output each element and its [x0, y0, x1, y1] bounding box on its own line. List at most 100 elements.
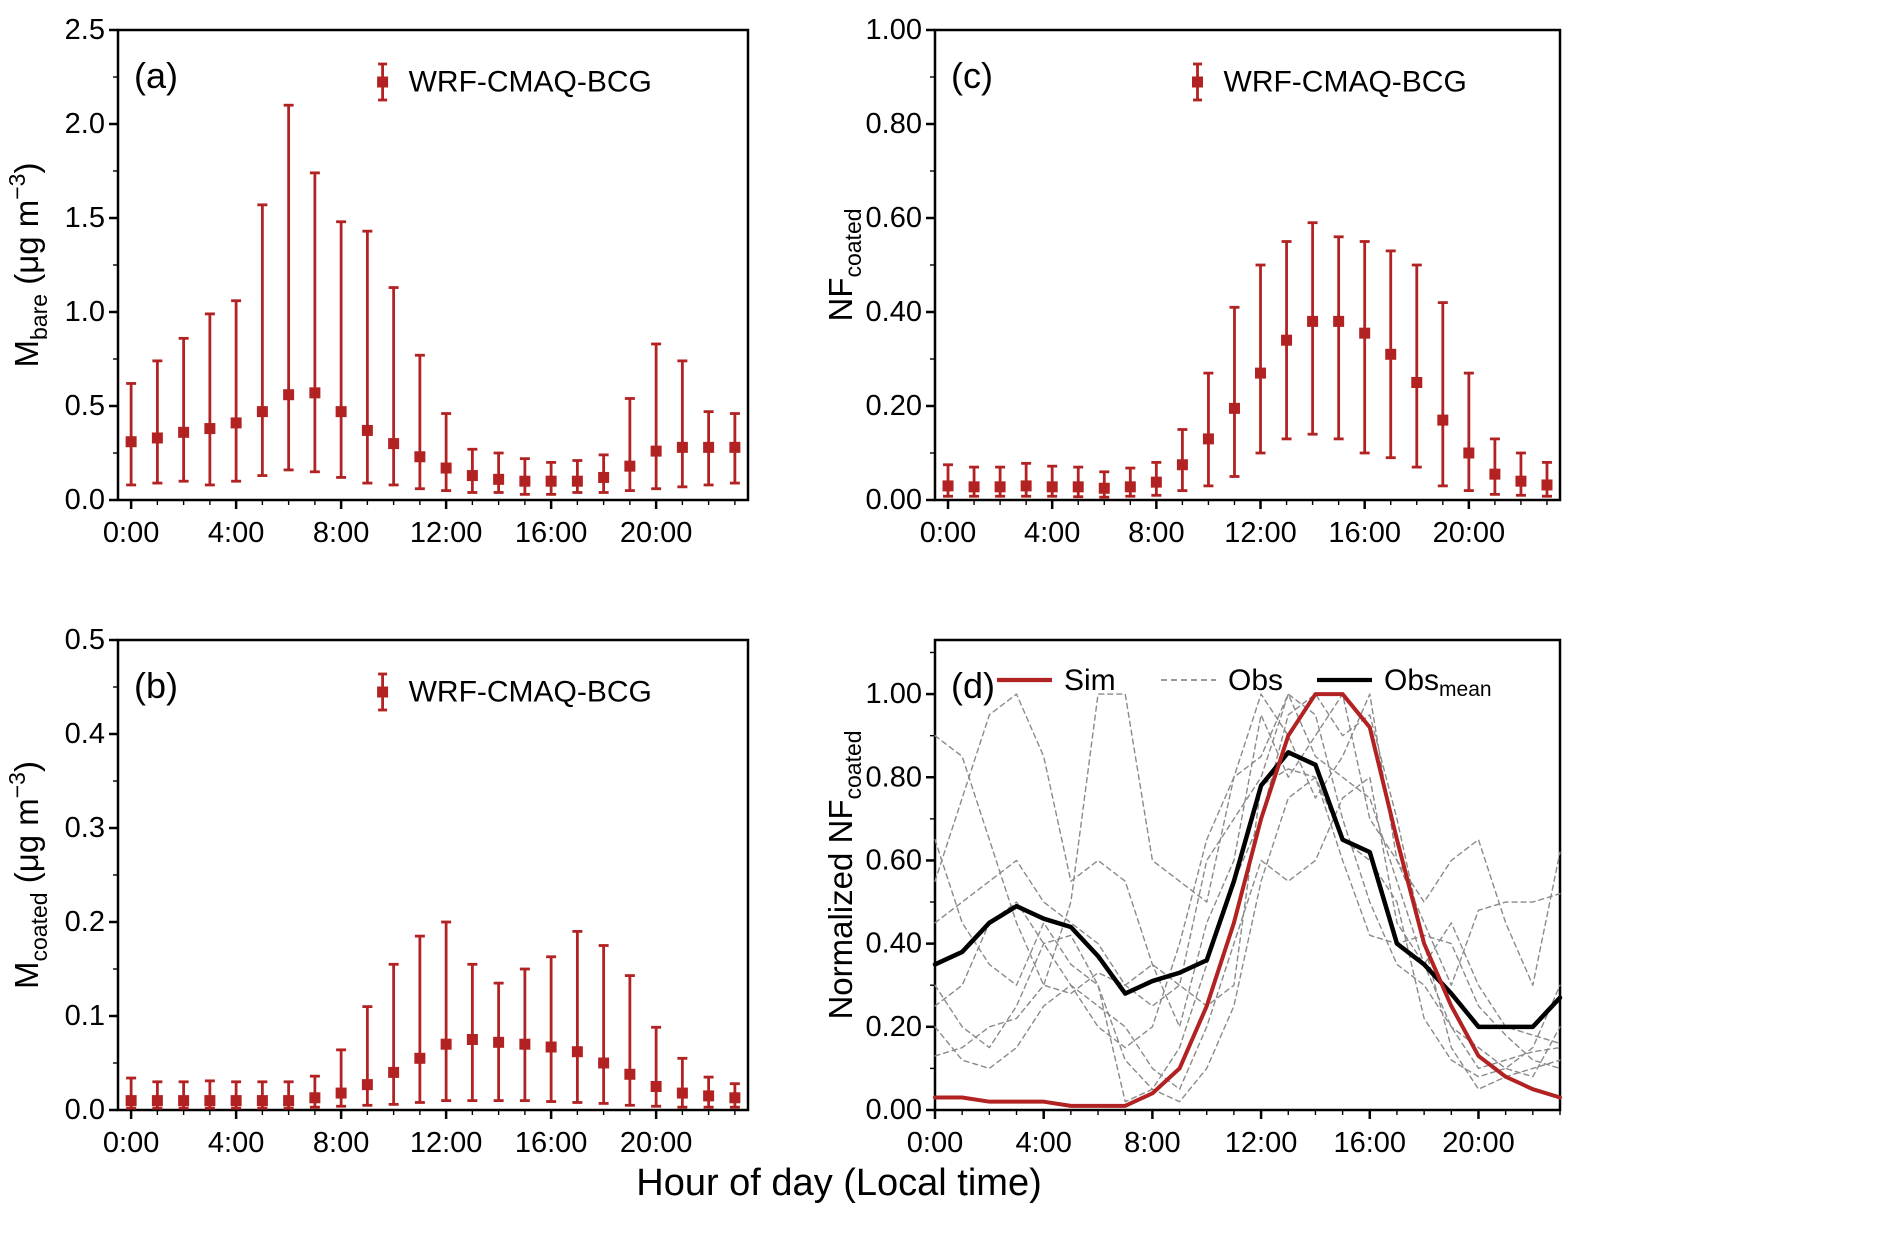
y-tick-label: 0.20	[866, 1011, 922, 1043]
errorbar-marker	[571, 475, 583, 487]
panel-c: 0:00 4:00 8:00 12:00 16:00 20:00 0.00 0.20 0.40 0…	[822, 14, 1562, 549]
errorbar-marker	[1072, 481, 1084, 493]
x-tick-label: 0:00	[920, 517, 976, 549]
legend-label: Obsmean	[1384, 664, 1492, 701]
y-tick-label: 0.20	[866, 390, 922, 422]
errorbar-marker	[1333, 315, 1345, 327]
panel-a-axes: 0:00 4:00 8:00 12:00 16:00 20:00 0.0 0.5 1.0 1.5 2…	[65, 14, 750, 549]
obs-line	[934, 693, 1561, 1057]
y-tick-label: 0.0	[65, 1094, 105, 1126]
errorbar-marker	[388, 1066, 400, 1078]
panel-a-legend: WRF-CMAQ-BCG	[377, 62, 652, 102]
errorbar-marker	[1515, 475, 1527, 487]
y-axis-title-c: NFcoated	[822, 208, 866, 321]
errorbar-marker	[1176, 459, 1188, 471]
errorbar-marker	[151, 432, 163, 444]
errorbar-marker	[624, 460, 636, 472]
x-tick-label: 8:00	[1128, 517, 1184, 549]
y-tick-label: 1.00	[866, 678, 922, 710]
panel-b-legend: WRF-CMAQ-BCG	[377, 672, 652, 712]
errorbar-marker	[519, 475, 531, 487]
obs-line	[934, 693, 1561, 1103]
y-tick-label: 0.40	[866, 296, 922, 328]
errorbar-marker	[545, 475, 557, 487]
x-tick-label: 20:00	[1433, 517, 1506, 549]
y-tick-label: 2.5	[65, 14, 105, 46]
y-tick-label: 1.0	[65, 296, 105, 328]
errorbar-marker	[703, 1090, 715, 1102]
x-tick-label: 0:00	[907, 1127, 963, 1159]
errorbar-marker	[1281, 334, 1293, 346]
y-tick-label: 0.2	[65, 906, 105, 938]
errorbar-marker	[1202, 433, 1214, 445]
y-tick-label: 0.00	[866, 484, 922, 516]
errorbar-marker	[1437, 414, 1449, 426]
x-tick-label: 16:00	[515, 517, 588, 549]
errorbar-marker	[414, 451, 426, 463]
obs-line	[934, 693, 1561, 1028]
sim-line	[933, 692, 1562, 1108]
errorbar-marker	[1228, 402, 1240, 414]
errorbar-marker	[178, 426, 190, 438]
y-tick-label: 0.00	[866, 1094, 922, 1126]
errorbar-marker	[256, 1095, 268, 1107]
errorbar-marker	[650, 1081, 662, 1092]
errorbar-marker	[361, 1079, 373, 1091]
errorbar-marker	[545, 1041, 557, 1053]
errorbar-marker	[1124, 481, 1136, 493]
legend-label: WRF-CMAQ-BCG	[1224, 66, 1467, 99]
x-tick-label: 20:00	[620, 1127, 693, 1159]
errorbar-marker	[519, 1038, 531, 1050]
panel-d: 0:00 4:00 8:00 12:00 16:00 20:00 0.00 0.20 0.40 0…	[822, 638, 1563, 1159]
errorbar-marker	[151, 1095, 163, 1107]
errorbar-marker	[650, 445, 662, 457]
errorbar-marker	[256, 406, 268, 418]
panel-c-errorbars	[942, 221, 1553, 499]
x-tick-label: 12:00	[1224, 517, 1297, 549]
errorbar-marker	[440, 1038, 452, 1050]
y-axis-title-b: Mcoated (μg m−3)	[4, 761, 52, 989]
y-tick-label: 0.60	[866, 202, 922, 234]
panel-label-b: (b)	[134, 665, 178, 706]
x-tick-label: 12:00	[1225, 1127, 1298, 1159]
y-tick-label: 1.00	[866, 14, 922, 46]
panel-label-a: (a)	[134, 55, 178, 96]
y-tick-label: 0.4	[65, 718, 105, 750]
x-tick-label: 20:00	[620, 517, 693, 549]
y-tick-label: 0.40	[866, 928, 922, 960]
errorbar-marker	[230, 1095, 242, 1107]
x-tick-label: 8:00	[313, 517, 369, 549]
errorbar-marker	[230, 417, 242, 429]
y-tick-label: 0.80	[866, 108, 922, 140]
x-tick-label: 16:00	[1333, 1127, 1406, 1159]
errorbar-marker	[1046, 481, 1058, 493]
errorbar-marker	[1098, 482, 1110, 494]
errorbar-marker	[1307, 315, 1319, 327]
panel-b-errorbars	[125, 920, 741, 1110]
errorbar-marker	[361, 424, 373, 436]
obs-line	[934, 693, 1561, 1078]
x-tick-label: 4:00	[1024, 517, 1080, 549]
errorbar-marker	[1359, 327, 1371, 339]
errorbar-marker	[1020, 480, 1032, 492]
x-tick-label: 4:00	[208, 517, 264, 549]
y-tick-label: 0.80	[866, 761, 922, 793]
legend-label: Obs	[1228, 664, 1283, 697]
panel-c-legend: WRF-CMAQ-BCG	[1192, 62, 1467, 102]
x-tick-label: 4:00	[1015, 1127, 1071, 1159]
errorbar-marker	[466, 1034, 478, 1045]
errorbar-marker	[571, 1046, 583, 1058]
y-tick-label: 0.5	[65, 390, 105, 422]
errorbar-marker	[676, 441, 688, 453]
errorbar-marker	[388, 438, 400, 450]
errorbar-marker	[204, 1095, 216, 1107]
errorbar-marker	[1489, 468, 1501, 480]
y-tick-label: 0.5	[65, 624, 105, 656]
x-tick-label: 16:00	[1328, 517, 1401, 549]
errorbar-marker	[493, 473, 505, 485]
errorbar-marker	[414, 1052, 426, 1064]
errorbar-marker	[204, 423, 216, 435]
errorbar-marker	[309, 387, 321, 399]
errorbar-marker	[942, 480, 954, 492]
